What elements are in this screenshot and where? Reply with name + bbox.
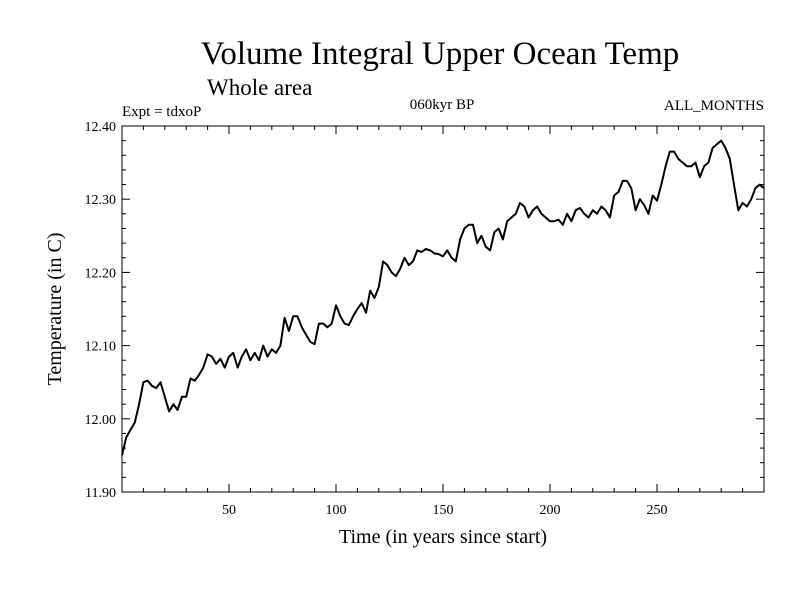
x-tick-label: 150 bbox=[433, 503, 454, 518]
x-tick-label: 50 bbox=[222, 503, 236, 518]
axis-ticks bbox=[122, 126, 764, 492]
y-tick-label: 12.10 bbox=[85, 340, 117, 355]
y-tick-label: 12.30 bbox=[85, 193, 117, 208]
experiment-label: Expt = tdxoP bbox=[122, 104, 201, 120]
x-tick-label: 250 bbox=[647, 503, 668, 518]
y-tick-label: 12.20 bbox=[85, 266, 117, 281]
series-line bbox=[121, 139, 765, 456]
period-label: 060kyr BP bbox=[410, 97, 475, 113]
y-axis-label: Temperature (in C) bbox=[44, 233, 66, 386]
y-tick-label: 12.40 bbox=[85, 120, 117, 135]
chart-title: Volume Integral Upper Ocean Temp bbox=[201, 36, 679, 72]
y-tick-labels: 11.90 12.00 12.10 12.20 12.30 12.40 bbox=[85, 120, 117, 501]
x-tick-label: 100 bbox=[326, 503, 347, 518]
months-label: ALL_MONTHS bbox=[664, 98, 764, 114]
y-tick-label: 11.90 bbox=[85, 486, 116, 501]
plot-frame bbox=[121, 125, 765, 493]
x-tick-label: 200 bbox=[540, 503, 561, 518]
x-axis-label: Time (in years since start) bbox=[339, 526, 547, 548]
chart-subtitle: Whole area bbox=[207, 75, 312, 100]
x-tick-labels: 50 100 150 200 250 bbox=[222, 503, 668, 518]
y-tick-label: 12.00 bbox=[85, 413, 117, 428]
